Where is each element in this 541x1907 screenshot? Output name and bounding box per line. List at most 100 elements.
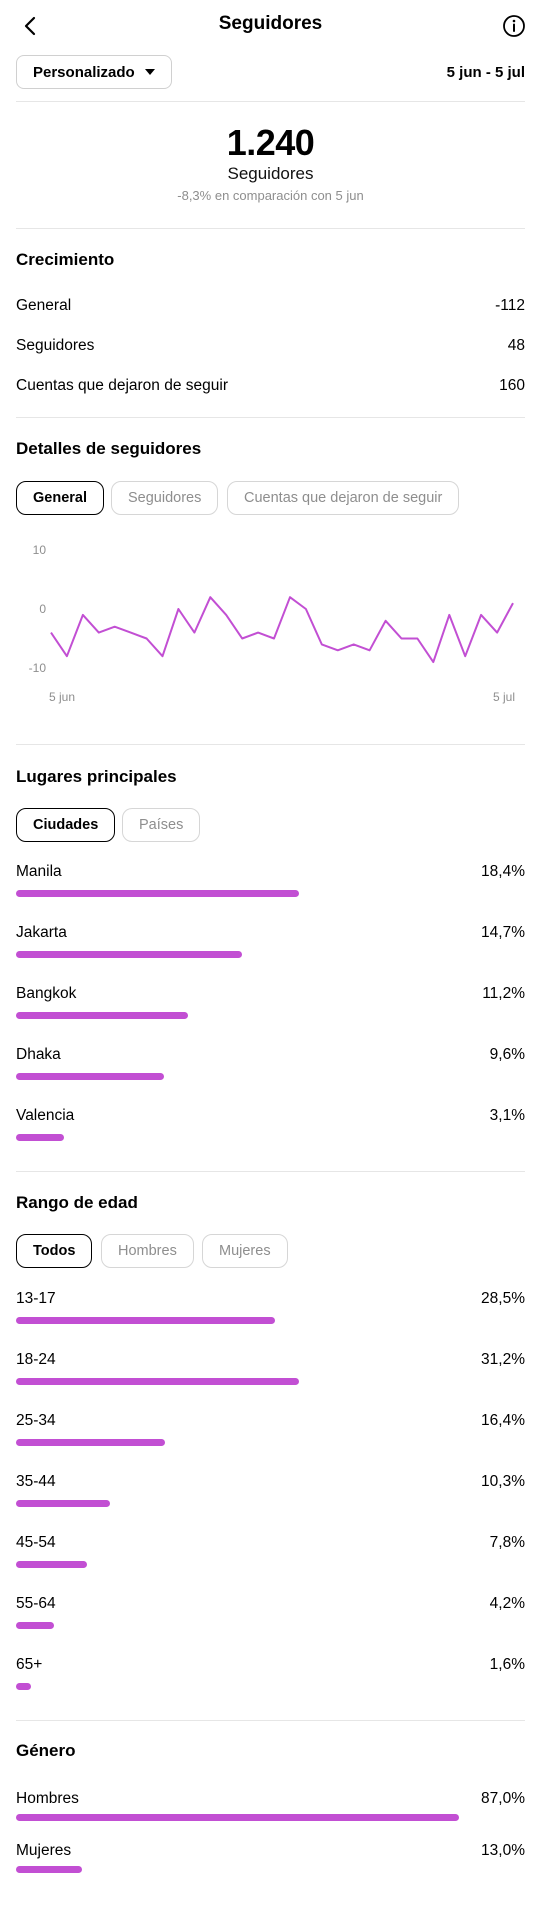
gender-row: Mujeres 13,0%	[16, 1842, 525, 1882]
age-label: 65+	[16, 1656, 43, 1673]
gender-label: Hombres	[16, 1790, 79, 1807]
divider	[16, 1171, 525, 1172]
growth-value: -112	[495, 297, 525, 314]
age-percent: 4,2%	[489, 1595, 525, 1612]
y-tick-label: 0	[39, 602, 46, 616]
follower-total: 1.240	[226, 122, 315, 163]
age-bar	[16, 1561, 87, 1568]
details-title: Detalles de seguidores	[16, 439, 202, 458]
city-label: Jakarta	[16, 924, 67, 941]
growth-value: 160	[499, 377, 525, 394]
follower-total-label: Seguidores	[227, 164, 314, 183]
age-bar	[16, 1622, 55, 1629]
divider	[16, 228, 525, 229]
tab-age-all[interactable]: Todos	[16, 1234, 93, 1268]
y-tick-label: -10	[29, 661, 47, 675]
age-title: Rango de edad	[16, 1193, 138, 1212]
x-tick-label: 5 jul	[493, 690, 515, 704]
age-row: 18-24 31,2%	[16, 1351, 525, 1391]
city-bar	[16, 951, 242, 958]
city-row: Valencia 3,1%	[16, 1107, 525, 1147]
period-label: Personalizado	[33, 63, 135, 81]
age-percent: 28,5%	[481, 1290, 525, 1307]
gender-label: Mujeres	[16, 1842, 72, 1859]
city-bar	[16, 890, 299, 897]
age-bar	[16, 1439, 165, 1446]
city-label: Dhaka	[16, 1046, 61, 1063]
age-percent: 31,2%	[481, 1351, 525, 1368]
growth-row: Seguidores 48	[16, 337, 525, 359]
city-row: Manila 18,4%	[16, 863, 525, 903]
arrow-left-icon	[24, 16, 36, 36]
info-icon	[503, 15, 525, 37]
gender-bar	[16, 1866, 83, 1873]
city-bar	[16, 1012, 189, 1019]
tab-cities[interactable]: Ciudades	[16, 808, 116, 842]
divider	[16, 1720, 525, 1721]
city-percent: 9,6%	[489, 1046, 525, 1063]
growth-label: General	[16, 297, 72, 314]
comparison-text: -8,3% en comparación con 5 jun	[177, 188, 364, 203]
age-percent: 16,4%	[481, 1412, 525, 1429]
age-label: 13-17	[16, 1290, 56, 1307]
growth-value: 48	[507, 337, 525, 354]
tab-age-women[interactable]: Mujeres	[202, 1234, 288, 1268]
gender-percent: 87,0%	[481, 1790, 525, 1807]
age-row: 35-44 10,3%	[16, 1473, 525, 1513]
city-percent: 11,2%	[482, 985, 525, 1002]
gender-percent: 13,0%	[481, 1842, 525, 1859]
age-bar	[16, 1317, 275, 1324]
city-row: Dhaka 9,6%	[16, 1046, 525, 1086]
places-title: Lugares principales	[16, 767, 177, 786]
age-percent: 1,6%	[489, 1656, 525, 1673]
growth-row: General -112	[16, 297, 525, 319]
caret-down-icon	[144, 69, 155, 75]
age-row: 55-64 4,2%	[16, 1595, 525, 1635]
date-range: 5 jun - 5 jul	[446, 64, 525, 81]
back-button[interactable]	[18, 13, 44, 39]
city-bar	[16, 1073, 164, 1080]
top-bar: Seguidores	[0, 0, 541, 50]
y-tick-label: 10	[33, 543, 47, 557]
age-row: 25-34 16,4%	[16, 1412, 525, 1452]
city-bar	[16, 1134, 64, 1141]
tab-age-men[interactable]: Hombres	[101, 1234, 194, 1268]
age-percent: 7,8%	[489, 1534, 525, 1551]
age-percent: 10,3%	[481, 1473, 525, 1490]
divider	[16, 417, 525, 418]
period-dropdown[interactable]: Personalizado	[16, 55, 172, 89]
divider	[16, 101, 525, 102]
city-label: Bangkok	[16, 985, 77, 1002]
gender-title: Género	[16, 1741, 76, 1760]
tab-countries[interactable]: Países	[122, 808, 201, 842]
age-bar	[16, 1500, 110, 1507]
growth-row: Cuentas que dejaron de seguir 160	[16, 377, 525, 399]
age-row: 13-17 28,5%	[16, 1290, 525, 1330]
age-label: 45-54	[16, 1534, 56, 1551]
gender-bar	[16, 1814, 459, 1821]
age-row: 65+ 1,6%	[16, 1656, 525, 1696]
age-label: 55-64	[16, 1595, 56, 1612]
info-button[interactable]	[501, 13, 527, 39]
tab-unfollowed[interactable]: Cuentas que dejaron de seguir	[227, 481, 460, 515]
age-label: 18-24	[16, 1351, 56, 1368]
city-row: Bangkok 11,2%	[16, 985, 525, 1025]
tab-general[interactable]: General	[16, 481, 104, 515]
city-row: Jakarta 14,7%	[16, 924, 525, 964]
city-label: Valencia	[16, 1107, 75, 1124]
gender-row: Hombres 87,0%	[16, 1790, 525, 1830]
city-percent: 3,1%	[489, 1107, 525, 1124]
x-tick-label: 5 jun	[49, 690, 75, 704]
age-label: 25-34	[16, 1412, 56, 1429]
growth-label: Seguidores	[16, 337, 95, 354]
age-label: 35-44	[16, 1473, 56, 1490]
follower-line-chart: 10 0 -10 5 jun 5 jul	[29, 543, 515, 704]
page-title: Seguidores	[218, 13, 323, 34]
age-bar	[16, 1683, 31, 1690]
tab-followers[interactable]: Seguidores	[111, 481, 219, 515]
series-line	[50, 596, 514, 664]
city-percent: 18,4%	[481, 863, 525, 880]
divider	[16, 744, 525, 745]
city-percent: 14,7%	[481, 924, 525, 941]
age-bar	[16, 1378, 299, 1385]
